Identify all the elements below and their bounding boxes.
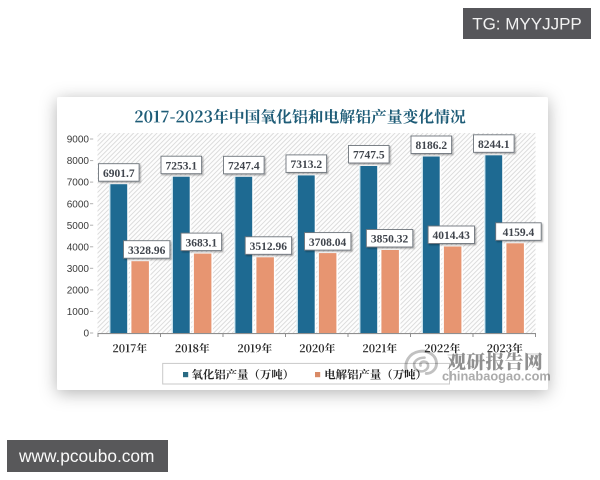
svg-text:2000: 2000 [67,286,90,297]
svg-text:9000: 9000 [67,135,90,146]
svg-text:TG: MYYJJPP: TG: MYYJJPP [472,15,582,34]
svg-text:4159.4: 4159.4 [503,227,535,239]
svg-text:7247.4: 7247.4 [228,161,260,173]
svg-text:6000: 6000 [67,199,90,210]
svg-text:7253.1: 7253.1 [165,160,197,172]
svg-text:7747.5: 7747.5 [353,150,385,162]
svg-text:6901.7: 6901.7 [103,168,135,180]
svg-text:1000: 1000 [67,307,90,318]
svg-text:3850.32: 3850.32 [371,234,409,246]
svg-text:3000: 3000 [67,264,90,275]
svg-text:7000: 7000 [67,178,90,189]
svg-text:4000: 4000 [67,242,90,253]
svg-text:3328.96: 3328.96 [128,245,166,257]
svg-text:5000: 5000 [67,221,90,232]
svg-text:3708.04: 3708.04 [309,237,347,249]
svg-text:7313.2: 7313.2 [290,159,322,171]
svg-text:chinabaogao.com: chinabaogao.com [442,369,551,384]
svg-text:www.pcoubo.com: www.pcoubo.com [18,446,154,466]
svg-text:8244.1: 8244.1 [478,139,510,151]
svg-text:3512.96: 3512.96 [250,241,288,253]
svg-text:0: 0 [83,329,89,340]
svg-text:4014.43: 4014.43 [433,230,471,242]
svg-text:3683.1: 3683.1 [185,237,217,249]
svg-text:8186.2: 8186.2 [415,140,447,152]
svg-text:8000: 8000 [67,156,90,167]
